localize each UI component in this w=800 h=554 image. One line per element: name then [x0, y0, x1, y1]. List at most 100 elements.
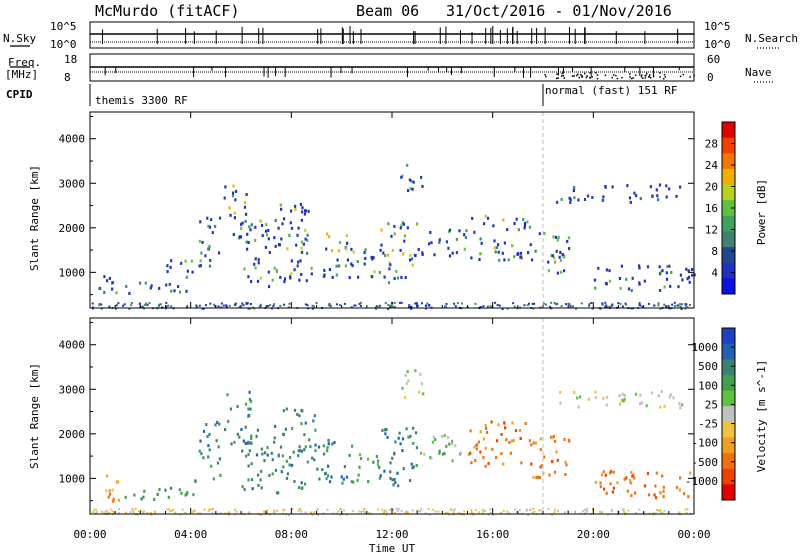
ground-scatter-cell: [384, 302, 387, 305]
echo-cell: [658, 272, 662, 276]
ground-scatter-cell: [326, 508, 329, 511]
echo-cell: [310, 266, 313, 270]
echo-cell: [383, 275, 386, 279]
ground-scatter-cell: [470, 509, 473, 512]
nave-dot: [642, 77, 644, 80]
colorbar-tick-label: 12: [705, 224, 718, 237]
echo-cell: [409, 187, 412, 191]
nave-dot: [689, 76, 691, 78]
echo-cell: [467, 452, 470, 456]
ground-scatter-cell: [454, 305, 457, 308]
ground-scatter-cell: [343, 509, 346, 512]
ground-scatter-cell: [565, 303, 567, 306]
echo-cell: [206, 216, 209, 220]
echo-cell: [486, 431, 489, 434]
echo-cell: [495, 246, 498, 249]
ground-scatter-cell: [496, 304, 499, 306]
echo-cell: [479, 252, 482, 256]
colorbar-segment: [722, 278, 735, 295]
ground-scatter-cell: [452, 511, 455, 514]
echo-cell: [257, 258, 260, 262]
echo-cell: [443, 434, 446, 437]
ground-scatter-cell: [419, 510, 421, 513]
ground-scatter-cell: [214, 305, 216, 308]
echo-cell: [554, 235, 558, 239]
colorbar-tick-label: 16: [705, 202, 718, 215]
xtick-label: 16:00: [476, 528, 509, 541]
ground-scatter-cell: [113, 511, 116, 514]
nave-dot: [585, 76, 588, 79]
echo-cell: [239, 235, 243, 239]
echo-cell: [414, 431, 418, 435]
echo-cell: [448, 228, 452, 232]
echo-cell: [314, 449, 317, 453]
echo-cell: [296, 264, 299, 268]
ytick-label: 4000: [59, 133, 86, 146]
echo-cell: [559, 259, 562, 262]
echo-cell: [666, 265, 669, 269]
echo-cell: [265, 223, 268, 227]
echo-cell: [293, 408, 297, 412]
echo-cell: [538, 476, 541, 479]
echo-cell: [559, 250, 562, 254]
nsky-traces: [90, 26, 694, 44]
nave-dot: [573, 75, 575, 77]
echo-cell: [105, 474, 109, 478]
echo-cell: [198, 449, 201, 453]
echo-cell: [518, 429, 522, 432]
echo-cell: [511, 244, 514, 248]
ground-scatter-cell: [638, 508, 641, 511]
ground-scatter-cell: [444, 305, 447, 308]
echo-cell: [681, 278, 684, 282]
echo-cell: [229, 213, 232, 217]
ground-scatter-cell: [228, 511, 231, 514]
ground-scatter-cell: [525, 508, 528, 511]
echo-cell: [515, 217, 518, 221]
velocity-colorbar: 1000 500 100 25 -25 -100 -500 -1000: [685, 327, 736, 501]
echo-cell: [202, 429, 206, 433]
echo-cell: [529, 243, 532, 247]
ground-scatter-cell: [515, 511, 518, 513]
echo-cell: [451, 442, 454, 446]
echo-cell: [273, 266, 276, 270]
echo-cell: [290, 226, 294, 230]
echo-cell: [668, 187, 671, 191]
echo-cell: [404, 395, 407, 399]
echo-cell: [212, 477, 215, 481]
ytick-label: 1000: [59, 266, 86, 279]
ground-scatter-cell: [103, 511, 106, 514]
echo-cell: [216, 420, 219, 424]
ground-scatter-cell: [410, 307, 413, 310]
echo-cell: [630, 471, 633, 474]
echo-cell: [387, 253, 390, 257]
echo-cell: [469, 451, 472, 455]
echo-cell: [352, 250, 355, 254]
echo-cell: [600, 473, 603, 477]
echo-cell: [577, 405, 580, 409]
nave-dot: [562, 74, 565, 77]
ground-scatter-cell: [553, 301, 556, 304]
echo-cell: [111, 287, 114, 291]
ground-scatter-cell: [554, 303, 557, 306]
echo-cell: [511, 421, 514, 425]
colorbar-segment: [722, 215, 735, 232]
nave-dot: [544, 73, 546, 76]
station-title: McMurdo (fitACF): [95, 2, 240, 20]
echo-cell: [198, 239, 202, 243]
echo-cell: [539, 437, 542, 441]
ground-scatter-cell: [95, 508, 98, 511]
ground-scatter-cell: [414, 302, 417, 305]
echo-cell: [531, 258, 534, 262]
echo-cell: [510, 439, 514, 443]
ground-scatter-cell: [234, 302, 237, 305]
echo-cell: [284, 427, 287, 431]
ground-scatter-cell: [547, 508, 550, 510]
date-range: 31/Oct/2016 - 01/Nov/2016: [446, 2, 672, 20]
echo-cell: [243, 487, 246, 491]
echo-cell: [265, 233, 269, 237]
echo-cell: [668, 264, 671, 268]
echo-cell: [618, 394, 621, 398]
echo-cell: [504, 426, 507, 430]
echo-cell: [527, 251, 530, 255]
echo-cell: [687, 495, 690, 499]
